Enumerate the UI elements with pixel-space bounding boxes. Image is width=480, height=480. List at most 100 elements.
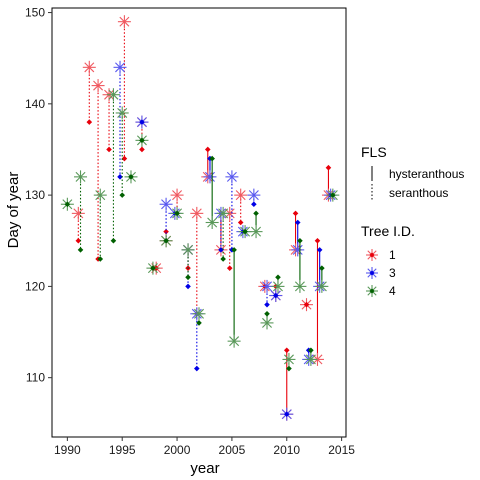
legend-diamond-marker [369,288,375,294]
leaf-point [163,237,169,244]
flower-point [225,170,239,184]
x-tick-label: 2005 [219,443,246,457]
y-axis-title: Day of year [5,172,22,249]
leaf-point [292,210,299,217]
leaf-point [264,310,270,317]
legend-fls-item-seranthous: seranthous [371,184,448,200]
flower-point [159,197,173,211]
legend-tree-keys [366,249,378,297]
legend-tree-label-4: 4 [389,284,396,298]
legend-tree-title: Tree I.D. [361,223,415,239]
leaf-point [316,247,323,253]
x-axis-title: year [190,460,219,477]
leaf-point [330,192,336,198]
flower-point [93,188,107,202]
leaf-point [319,265,325,271]
flower-point [74,170,88,184]
flower-point [82,60,96,74]
y-tick-label: 140 [25,97,45,111]
leaf-point [226,265,233,271]
leaf-point [194,365,200,372]
leaf-point [231,247,237,253]
flower-point-stroke [117,107,128,118]
legend-tree-label-3: 3 [389,266,396,280]
flower-point [115,106,129,120]
flower-point [205,216,219,229]
leaf-point [237,219,244,226]
flower-point-stroke [73,208,84,219]
legend-diamond-marker [369,270,375,276]
flower-point-stroke [262,317,273,328]
flower-point-stroke [283,354,294,365]
plot-border [51,7,347,438]
leaf-point [264,301,270,308]
flower-point-stroke [75,171,86,182]
plot-panel [60,15,340,421]
flower-point-stroke [84,62,95,73]
flower-point-stroke [108,89,119,100]
x-tick-label: 2010 [273,443,300,457]
flower-point [234,188,248,202]
flower-point [227,334,241,348]
legend-fls-item-hysteranthous: hysteranthous [371,166,464,181]
leaf-point [220,256,226,262]
leaf-point [253,210,259,217]
flower-point [304,352,318,366]
legend-tree-key-4 [366,285,378,297]
flower-point [260,316,274,330]
leaf-point [86,119,93,125]
leaf-point [185,283,191,290]
legend-tree-key-1 [366,249,378,261]
flower-point-stroke [292,244,303,255]
flower-point-stroke [119,16,130,27]
leaf-point [303,301,310,308]
leaf-point [283,347,290,354]
flower-point-stroke [204,171,215,182]
flower-point-stroke [235,190,246,201]
flower-point-stroke [316,281,327,292]
leaf-point [97,256,104,262]
legend-fls-title: FLS [361,144,387,160]
flower-point [91,79,105,93]
leaf-point [139,119,145,125]
leaf-point [174,210,180,217]
leaf-point [150,265,156,271]
leaf-point [128,174,134,180]
leaf-point [75,237,82,244]
flower-point [216,206,230,220]
flower-point-stroke [194,308,204,319]
leaf-point [272,292,279,299]
leaf-point [218,247,224,253]
leaf-point [308,347,314,354]
leaf-point [297,237,303,244]
flower-point-stroke [115,62,126,73]
leaf-point [275,274,281,281]
flower-point-stroke [305,354,316,365]
flower-point [293,279,307,293]
x-tick-label: 1990 [54,443,81,457]
leaf-point [106,146,112,153]
flower-point-stroke [161,199,172,210]
flower-point [247,188,261,202]
y-tick-label: 150 [25,6,45,20]
leaf-point [314,237,321,244]
y-tick-label: 130 [25,188,45,202]
x-tick-label: 2015 [328,443,355,457]
leaf-point [163,228,169,235]
flower-point [192,307,206,321]
leaf-point [325,164,332,171]
legend-fls-label-seranthous: seranthous [389,186,448,200]
flower-point-stroke [262,281,273,292]
leaf-point [204,146,211,153]
leaf-point [209,155,215,162]
flower-point-stroke [248,190,259,201]
flower-point [315,279,329,293]
leaf-point [119,192,126,198]
flower-point-stroke [251,226,262,237]
legend-fls-label-hysteranthous: hysteranthous [389,167,464,181]
leaf-point [121,155,128,162]
leaf-point [117,174,123,180]
leaf-point [139,137,145,144]
